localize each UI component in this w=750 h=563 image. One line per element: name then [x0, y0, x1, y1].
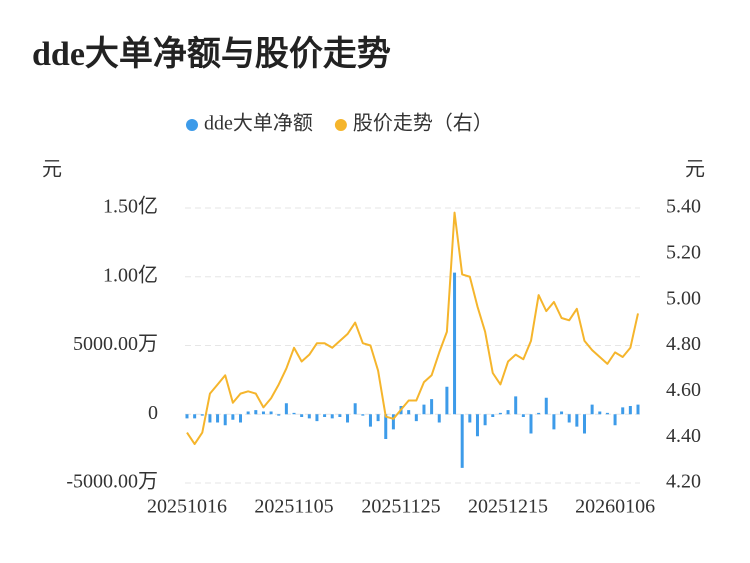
bar [292, 412, 296, 415]
bar [437, 414, 441, 423]
y2-tick-label: 5.20 [666, 241, 701, 263]
legend-marker [334, 119, 347, 131]
bar [498, 412, 502, 415]
bar [590, 404, 594, 415]
x-tick-label: 20260106 [575, 496, 655, 518]
bar [323, 414, 327, 417]
y-tick-label: 1.00亿 [103, 263, 158, 286]
bar [254, 410, 258, 415]
bar [544, 397, 548, 415]
y-tick-label: -5000.00万 [66, 471, 158, 493]
bar [300, 414, 304, 417]
bar [475, 414, 479, 437]
bar [567, 414, 571, 423]
bar [353, 403, 357, 415]
x-tick-label: 20251016 [147, 496, 227, 518]
bar [277, 414, 281, 416]
y2-tick-label: 4.40 [666, 425, 701, 447]
bar [453, 272, 457, 415]
bar [582, 414, 586, 434]
bar [468, 414, 472, 423]
bar [330, 414, 334, 419]
chart-title: dde大单净额与股价走势 [32, 35, 391, 73]
bar [628, 406, 632, 415]
bar [514, 396, 518, 415]
bar [407, 410, 411, 415]
bar [422, 404, 426, 415]
bar [621, 407, 625, 415]
bar [613, 414, 617, 426]
bar [193, 414, 197, 419]
y-tick-label: 5000.00万 [73, 333, 158, 355]
bar [430, 399, 434, 415]
bar [361, 414, 365, 416]
bar [537, 412, 541, 415]
y2-tick-label: 5.00 [666, 287, 701, 309]
bar [200, 414, 204, 416]
x-tick-label: 20251215 [468, 496, 548, 518]
bar [315, 414, 319, 422]
y2-tick-label: 4.20 [666, 471, 701, 493]
bar [445, 386, 449, 415]
x-tick-label: 20251125 [361, 496, 440, 518]
y2-tick-label: 4.80 [666, 333, 701, 355]
legend-label: 股价走势（右） [353, 112, 493, 135]
bar [529, 414, 533, 434]
bar [506, 410, 510, 415]
bar [216, 414, 220, 423]
bar [346, 414, 350, 423]
y2-tick-label: 4.60 [666, 379, 701, 401]
bar [491, 414, 495, 417]
bar [338, 414, 342, 417]
bar [521, 414, 525, 417]
bar [307, 414, 311, 419]
bar [223, 414, 227, 426]
bar [384, 414, 388, 439]
legend-marker [186, 119, 198, 131]
bar [636, 404, 640, 415]
x-tick-label: 20251105 [254, 496, 333, 518]
bar [231, 414, 235, 420]
bar [261, 411, 265, 415]
bar [552, 414, 556, 430]
bar [185, 414, 189, 419]
bar [246, 411, 250, 415]
bar [391, 414, 395, 430]
bar [483, 414, 487, 426]
y-tick-label: 0 [148, 402, 158, 424]
price-line [186, 211, 639, 446]
legend-label: dde大单净额 [204, 112, 313, 135]
bar [376, 414, 380, 422]
y2-unit: 元 [685, 159, 705, 181]
bar [368, 414, 372, 427]
bar [598, 411, 602, 415]
bar [414, 414, 418, 422]
bar [605, 412, 609, 415]
bar [239, 414, 243, 423]
bar [560, 411, 564, 415]
y2-tick-label: 5.40 [666, 196, 701, 218]
bar [269, 411, 273, 415]
y-unit: 元 [42, 159, 62, 181]
bar [284, 403, 288, 415]
y-tick-label: 1.50亿 [103, 195, 158, 218]
bar [460, 414, 464, 468]
bar [208, 414, 212, 423]
bar [575, 414, 579, 427]
